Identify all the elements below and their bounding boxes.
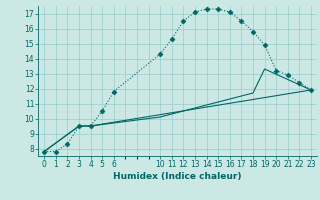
X-axis label: Humidex (Indice chaleur): Humidex (Indice chaleur) (113, 172, 242, 181)
